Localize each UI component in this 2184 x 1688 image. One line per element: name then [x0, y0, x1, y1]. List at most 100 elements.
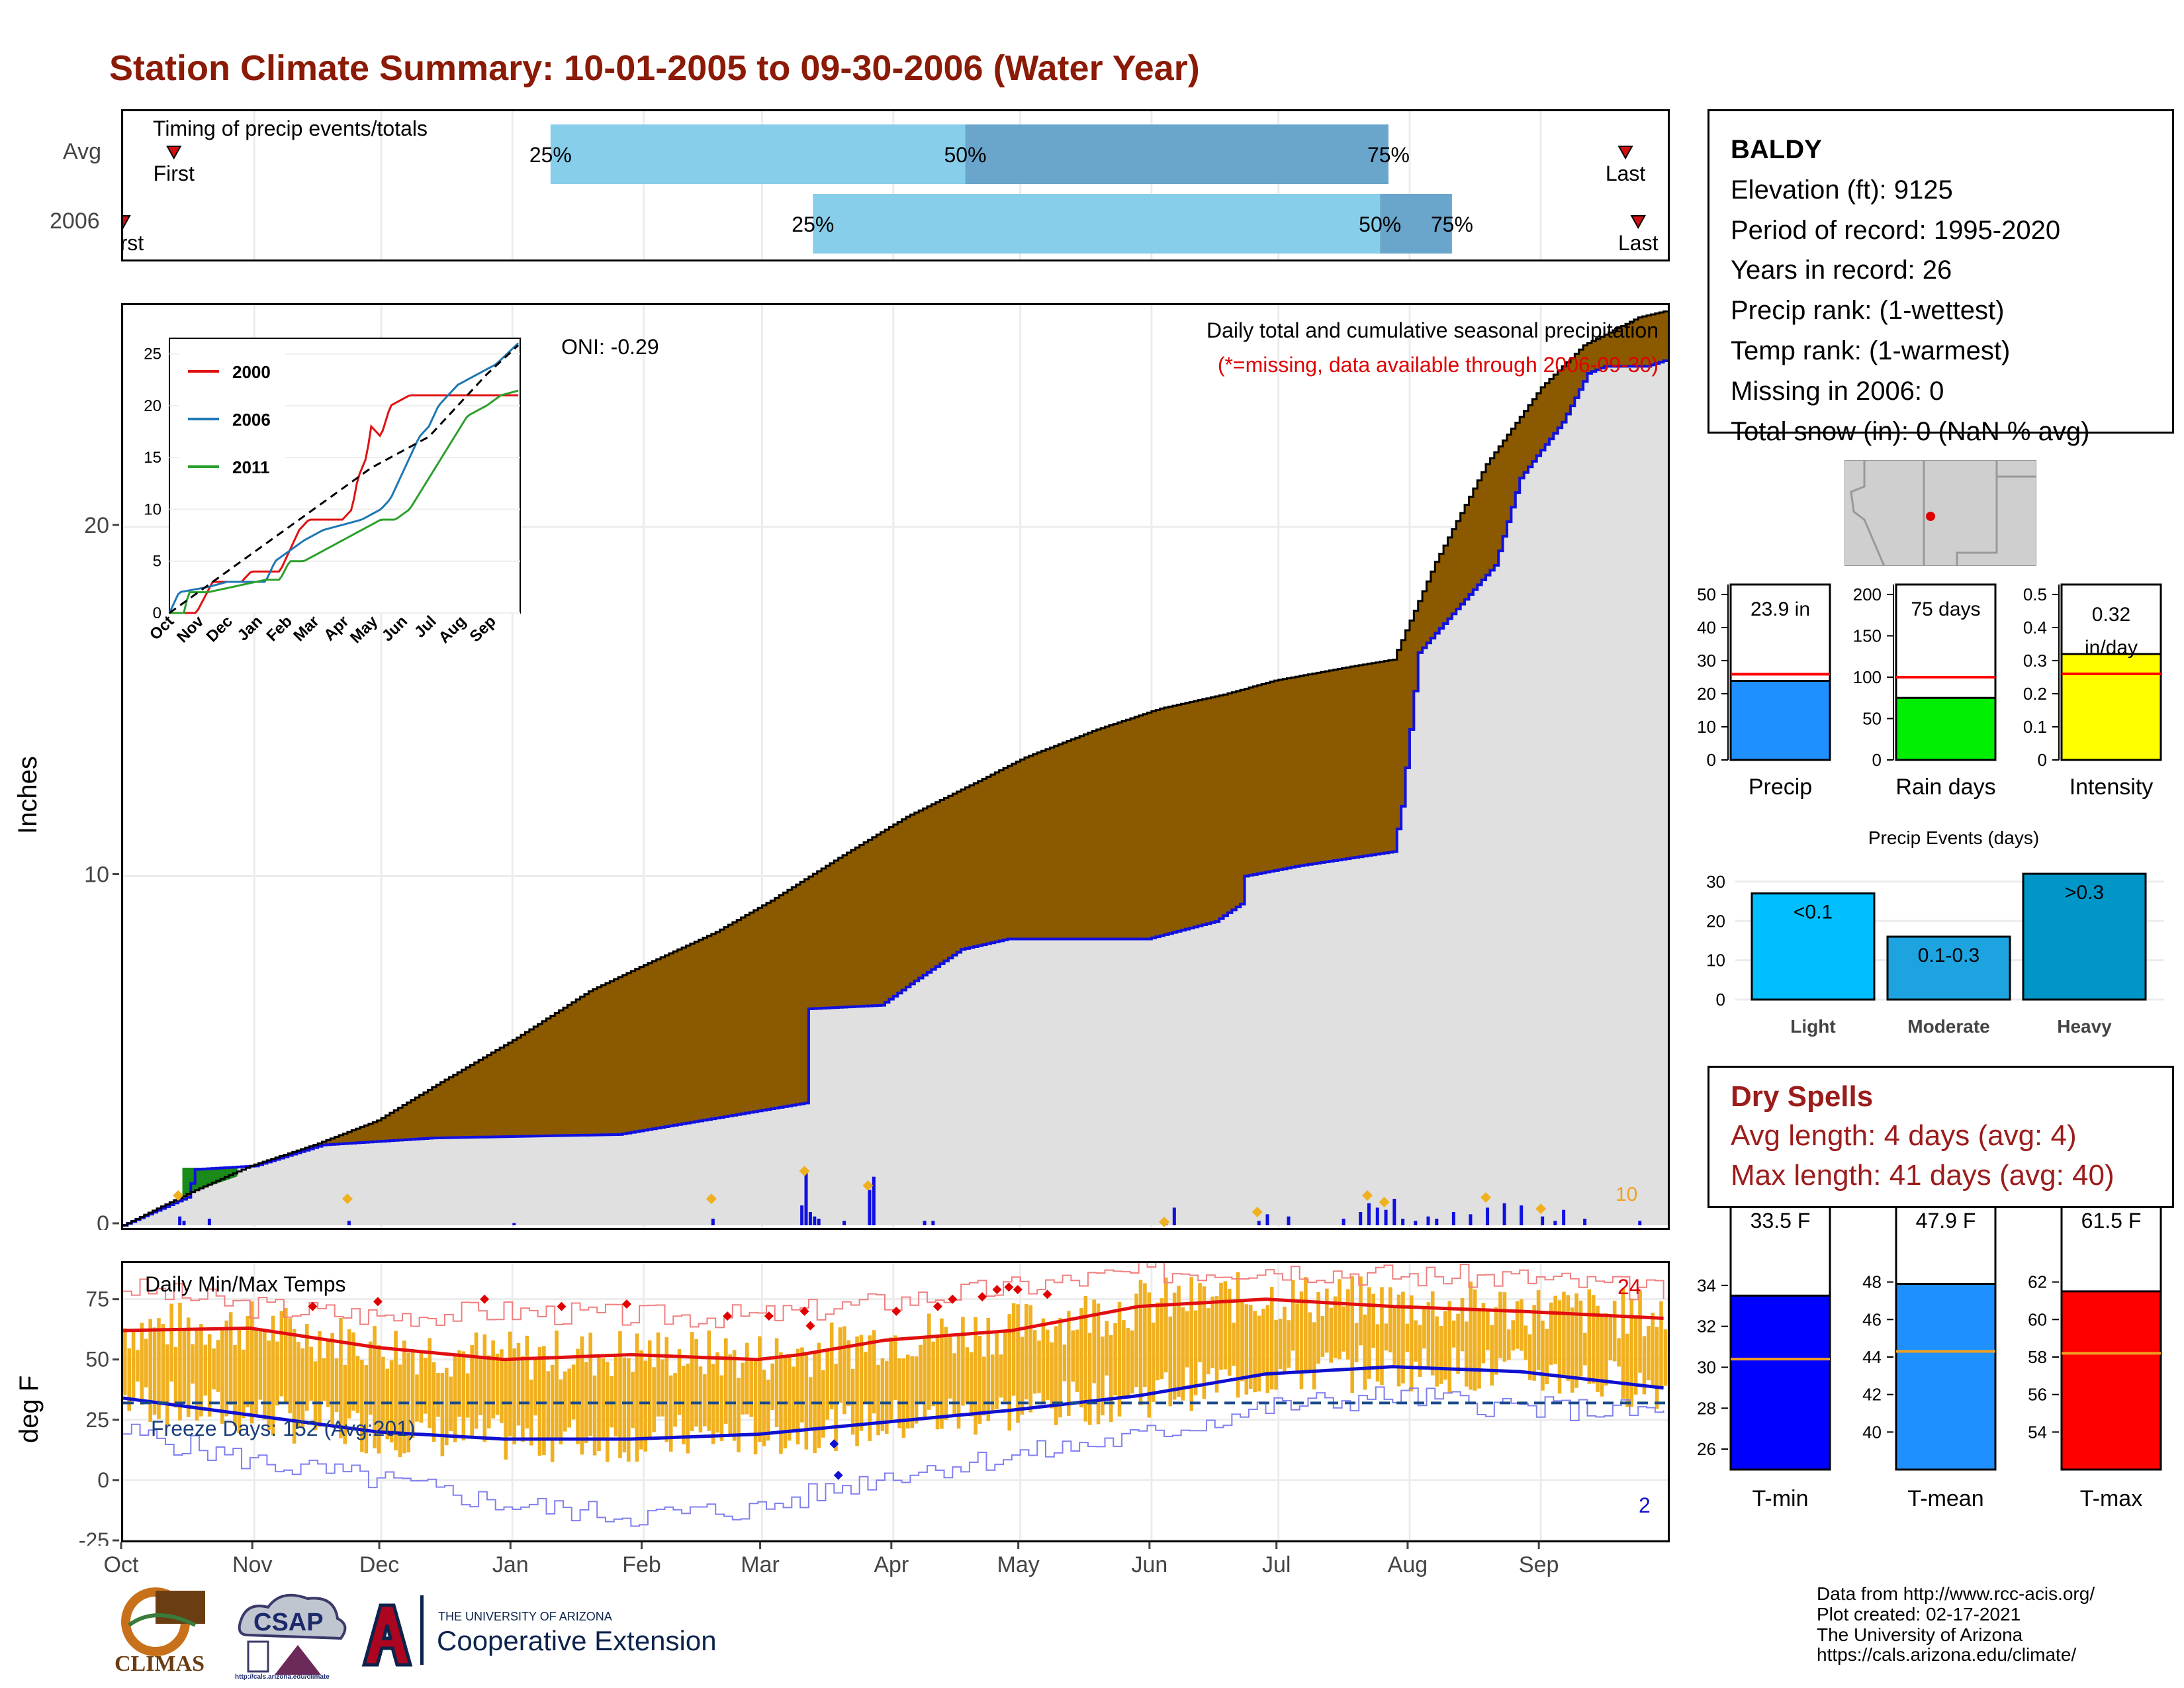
- daily-temp-bar: [745, 1342, 749, 1415]
- first-marker-icon: [123, 215, 131, 230]
- daily-temp-bar: [703, 1374, 707, 1427]
- daily-temp-bar: [351, 1332, 355, 1411]
- summary-bar-name: Rain days: [1895, 774, 1995, 800]
- record-high-marker: [1042, 1289, 1052, 1299]
- daily-temp-bar: [1041, 1318, 1046, 1403]
- daily-temp-bar: [1574, 1293, 1578, 1388]
- daily-temp-bar: [271, 1315, 275, 1436]
- summary-value-label: 0.32: [2092, 604, 2130, 626]
- record-low-marker: [829, 1439, 839, 1449]
- daily-temp-bar: [474, 1332, 478, 1429]
- precip-ytick: 10: [84, 863, 109, 888]
- daily-temp-bar: [808, 1377, 813, 1430]
- daily-temp-bar: [1227, 1288, 1232, 1376]
- temp-summary-ytick: 32: [1697, 1317, 1716, 1336]
- daily-temp-bar: [1608, 1314, 1613, 1360]
- daily-temp-bar: [1562, 1291, 1566, 1376]
- climas-text: CLIMAS: [114, 1652, 205, 1676]
- daily-temp-bar: [1570, 1307, 1574, 1393]
- daily-temp-bar: [1536, 1290, 1541, 1370]
- daily-temp-bar: [935, 1335, 940, 1430]
- daily-temp-bar: [927, 1313, 931, 1410]
- timing-quantile-label: 25%: [529, 143, 572, 167]
- inset-xtick: Feb: [263, 612, 296, 645]
- daily-temp-bar: [309, 1346, 313, 1401]
- dry-spells-box: Dry Spells Avg length: 4 days (avg: 4) M…: [1707, 1066, 2174, 1208]
- daily-temp-bar: [626, 1358, 631, 1462]
- daily-temp-bar: [1388, 1287, 1392, 1353]
- daily-temp-bar: [774, 1338, 779, 1427]
- daily-temp-bar: [1422, 1308, 1426, 1349]
- month-label: May: [997, 1552, 1040, 1577]
- inset-series-line: [169, 389, 519, 614]
- record-day-marker: [705, 1194, 717, 1204]
- daily-temp-bar: [1037, 1340, 1041, 1393]
- summary-ytick: 0.5: [2023, 585, 2047, 604]
- daily-temp-bar: [728, 1354, 733, 1434]
- daily-temp-bar: [516, 1342, 521, 1426]
- daily-temp-bar: [1058, 1318, 1062, 1418]
- station-info-box: BALDY Elevation (ft): 9125 Period of rec…: [1707, 109, 2174, 446]
- daily-temp-bar: [279, 1311, 284, 1397]
- daily-temp-bar: [1143, 1283, 1147, 1387]
- daily-temp-bar: [1274, 1319, 1278, 1390]
- daily-temp-bar: [940, 1318, 944, 1429]
- csap-url: http://cals.arizona.edu/climate: [235, 1673, 330, 1681]
- daily-temp-bar: [1325, 1288, 1329, 1353]
- daily-temp-bar: [1138, 1280, 1143, 1405]
- summary-ytick: 10: [1697, 717, 1716, 737]
- summary-bar-name: Precip: [1749, 774, 1812, 800]
- month-label: Feb: [622, 1552, 661, 1577]
- freeze-days-label: Freeze Days: 152 (Avg:201): [151, 1417, 416, 1440]
- station-missing: Missing in 2006: 0: [1731, 376, 1944, 406]
- daily-temp-bar: [1177, 1286, 1181, 1397]
- daily-precip-bar: [1426, 1216, 1430, 1225]
- daily-temp-bar: [758, 1336, 762, 1442]
- daily-temp-bar: [974, 1317, 978, 1435]
- record-min-line: [123, 1386, 1664, 1527]
- daily-temp-bar: [233, 1345, 237, 1427]
- daily-temp-bar: [1405, 1323, 1410, 1352]
- daily-temp-bar: [652, 1367, 656, 1432]
- daily-temp-bar: [237, 1328, 242, 1433]
- daily-temp-bar: [267, 1340, 271, 1430]
- record-day-marker: [341, 1194, 353, 1204]
- temp-summary-ytick: 54: [2028, 1422, 2047, 1442]
- summary-ytick: 0.3: [2023, 651, 2047, 671]
- daily-temp-bar: [1083, 1296, 1088, 1422]
- daily-temp-bar: [207, 1334, 212, 1417]
- daily-temp-bar: [948, 1335, 952, 1399]
- daily-temp-bar: [1320, 1315, 1325, 1357]
- daily-temp-bar: [182, 1331, 187, 1404]
- avg-max-line: [123, 1297, 1664, 1362]
- daily-precip-bar: [207, 1219, 211, 1225]
- daily-temp-bar: [1612, 1300, 1617, 1362]
- daily-temp-bar: [465, 1373, 470, 1418]
- daily-temp-bar: [817, 1342, 821, 1448]
- daily-temp-bar: [1430, 1291, 1435, 1376]
- daily-temp-bar: [1498, 1291, 1502, 1358]
- summary-ytick: 30: [1697, 651, 1716, 671]
- daily-temp-bar: [322, 1358, 326, 1401]
- daily-temp-bar: [288, 1318, 292, 1413]
- daily-temp-bar: [275, 1341, 279, 1406]
- daily-temp-bar: [792, 1366, 796, 1430]
- events-ytick: 30: [1706, 872, 1725, 892]
- dry-spells-max: Max length: 41 days (avg: 40): [1731, 1158, 2115, 1192]
- daily-temp-bar: [461, 1351, 466, 1441]
- summary-ytick: 0: [1872, 750, 1882, 770]
- daily-temp-bar: [677, 1349, 682, 1415]
- daily-precip-bar: [1520, 1205, 1524, 1225]
- daily-temp-bar: [1287, 1320, 1291, 1368]
- daily-precip-bar: [1265, 1214, 1269, 1225]
- daily-temp-bar: [897, 1358, 901, 1429]
- inset-xtick: May: [347, 612, 382, 647]
- daily-temp-bar: [656, 1332, 660, 1417]
- record-high-marker: [805, 1321, 815, 1331]
- daily-temp-bar: [148, 1319, 152, 1422]
- daily-temp-bar: [1066, 1311, 1071, 1417]
- daily-temp-bar: [1206, 1308, 1210, 1375]
- temp-label: Daily Min/Max Temps: [145, 1272, 346, 1296]
- daily-precip-bar: [1435, 1219, 1439, 1225]
